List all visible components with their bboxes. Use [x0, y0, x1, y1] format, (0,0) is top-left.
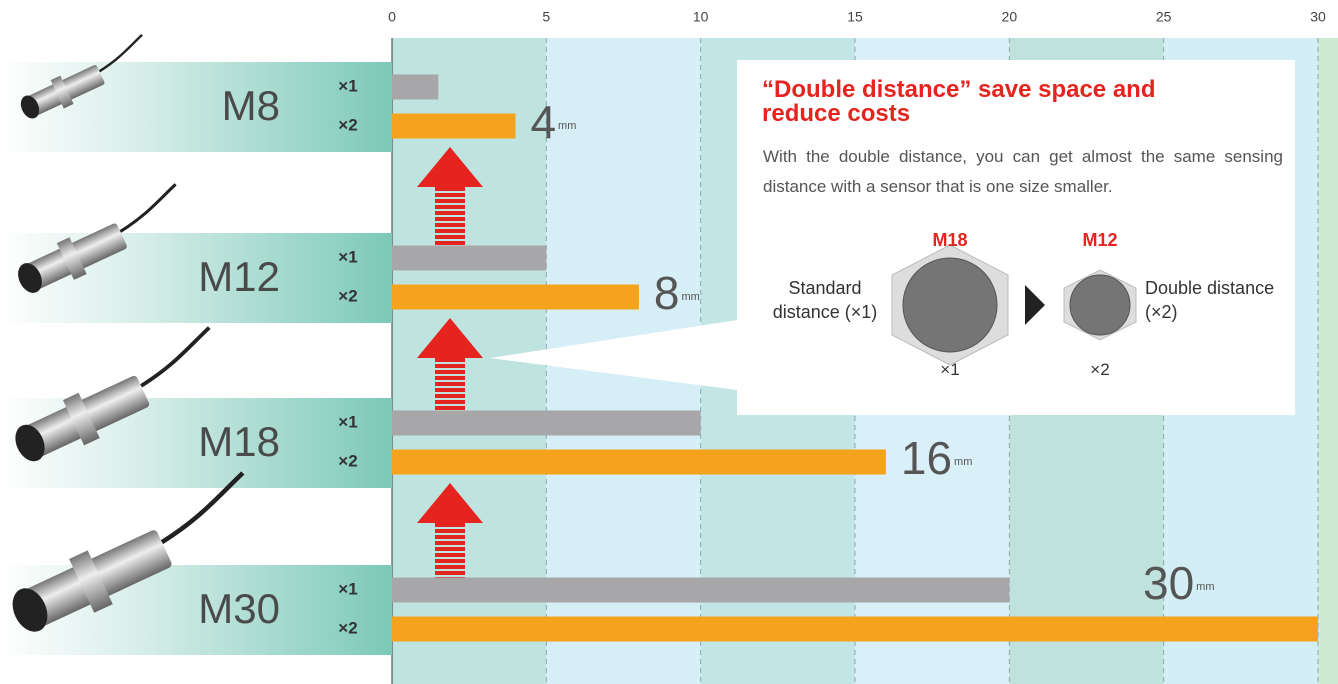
- value-label: 16 mm: [901, 432, 973, 484]
- x-tick-label: 5: [542, 9, 550, 25]
- sensor-nut: [56, 237, 87, 280]
- up-arrow-stripe: [435, 229, 465, 233]
- bar: [392, 284, 639, 310]
- category-label: M18: [198, 418, 280, 465]
- up-arrow-stripe: [435, 241, 465, 245]
- up-arrow-stripe: [435, 370, 465, 374]
- value-unit: mm: [558, 120, 576, 132]
- series-label: ×1: [338, 76, 357, 95]
- sensor-image: [18, 183, 177, 293]
- up-arrow-stripe: [435, 559, 465, 563]
- x-tick-label: 10: [693, 9, 709, 25]
- up-arrow-stripe: [435, 235, 465, 239]
- x-tick-label: 20: [1002, 9, 1018, 25]
- x-tick-label: 0: [388, 9, 396, 25]
- callout-box: [737, 60, 1295, 415]
- bar: [392, 245, 547, 271]
- up-arrow-stripe: [435, 553, 465, 557]
- category-label: M8: [222, 82, 280, 129]
- value-unit: mm: [954, 456, 972, 468]
- series-label: ×1: [338, 247, 357, 266]
- standard-label: Standard distance (×1): [772, 278, 878, 322]
- sensor-image: [20, 34, 143, 119]
- small-size-label: M12: [1082, 230, 1118, 250]
- bar: [392, 74, 439, 100]
- sensor-cable: [98, 34, 143, 73]
- x-tick-label: 15: [847, 9, 863, 25]
- up-arrow-head: [417, 483, 483, 523]
- up-arrow-stripe: [435, 187, 465, 191]
- sensor-nut: [50, 75, 74, 109]
- large-size-label: M18: [932, 230, 968, 250]
- up-arrow-stripe: [435, 217, 465, 221]
- up-arrow-stripe: [435, 535, 465, 539]
- up-arrow-stripe: [435, 193, 465, 197]
- up-arrow-stripe: [435, 529, 465, 533]
- up-arrow-stripe: [435, 394, 465, 398]
- x-tick-label: 30: [1310, 9, 1326, 25]
- up-arrow-stripe: [435, 364, 465, 368]
- up-arrow-head: [417, 318, 483, 358]
- bar: [392, 577, 1010, 603]
- series-label: ×1: [338, 579, 357, 598]
- up-arrow-stripe: [435, 547, 465, 551]
- category-label: M12: [198, 253, 280, 300]
- up-arrow-stripe: [435, 199, 465, 203]
- value-number: 4: [530, 96, 556, 148]
- sensor-image: [15, 326, 211, 462]
- sensor-cable: [140, 326, 211, 388]
- up-arrow-head: [417, 147, 483, 187]
- up-arrow-stripe: [435, 376, 465, 380]
- value-number: 8: [654, 267, 680, 319]
- sensor-cable: [119, 183, 177, 233]
- sensor-nut: [69, 550, 113, 613]
- up-arrow-stripe: [435, 358, 465, 362]
- sensor-nut: [62, 392, 100, 446]
- callout-text: With the double distance, you can get al…: [763, 147, 1283, 196]
- callout-title: “Double distance” save space and reduce …: [762, 76, 1156, 127]
- up-arrow-stripe: [435, 406, 465, 410]
- value-label: 4 mm: [530, 96, 576, 148]
- bar: [392, 113, 516, 139]
- up-arrow-stripe: [435, 400, 465, 404]
- up-arrow-stripe: [435, 388, 465, 392]
- sensor-face: [18, 263, 42, 293]
- series-label: ×1: [338, 412, 357, 431]
- sensor-face: [15, 424, 45, 462]
- up-arrow-stripe: [435, 211, 465, 215]
- x-tick-label: 25: [1156, 9, 1172, 25]
- up-arrow-stripe: [435, 205, 465, 209]
- up-arrow-stripe: [435, 523, 465, 527]
- up-arrow-stripe: [435, 565, 465, 569]
- value-unit: mm: [1196, 581, 1214, 593]
- series-label: ×2: [338, 451, 357, 470]
- x2-label: ×2: [1090, 360, 1110, 379]
- up-arrow-stripe: [435, 382, 465, 386]
- sensor-face: [12, 588, 48, 632]
- value-label: 30 mm: [1143, 557, 1215, 609]
- series-label: ×2: [338, 286, 357, 305]
- double-label: Double distance (×2): [1145, 278, 1275, 322]
- sensor-cable: [160, 471, 245, 545]
- value-label: 8 mm: [654, 267, 700, 319]
- up-arrow-stripe: [435, 541, 465, 545]
- sensor-face: [20, 95, 40, 119]
- value-number: 30: [1143, 557, 1194, 609]
- series-label: ×2: [338, 115, 357, 134]
- bg-band: [1318, 38, 1338, 684]
- up-arrow-stripe: [435, 571, 465, 575]
- value-number: 16: [901, 432, 952, 484]
- up-arrow-stripe: [435, 223, 465, 227]
- bar: [392, 449, 886, 475]
- value-unit: mm: [682, 291, 700, 303]
- category-label: M30: [198, 585, 280, 632]
- bar: [392, 616, 1318, 642]
- series-label: ×2: [338, 618, 357, 637]
- x1-label: ×1: [940, 360, 960, 379]
- sensor-image: [12, 471, 245, 632]
- category-band: [0, 62, 392, 152]
- bar: [392, 410, 701, 436]
